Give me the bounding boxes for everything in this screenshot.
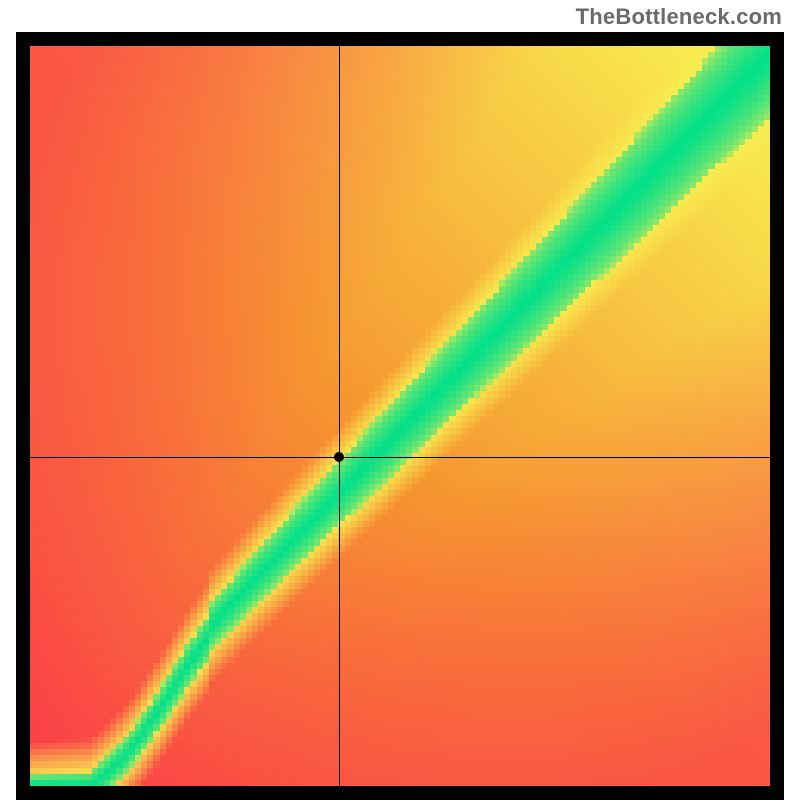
chart-container: TheBottleneck.com bbox=[0, 0, 800, 800]
plot-area bbox=[30, 46, 770, 786]
crosshair-marker bbox=[334, 452, 344, 462]
heatmap-canvas bbox=[30, 46, 770, 786]
crosshair-horizontal bbox=[30, 457, 770, 458]
chart-frame bbox=[16, 32, 784, 800]
crosshair-vertical bbox=[339, 46, 340, 786]
watermark-text: TheBottleneck.com bbox=[576, 4, 782, 30]
